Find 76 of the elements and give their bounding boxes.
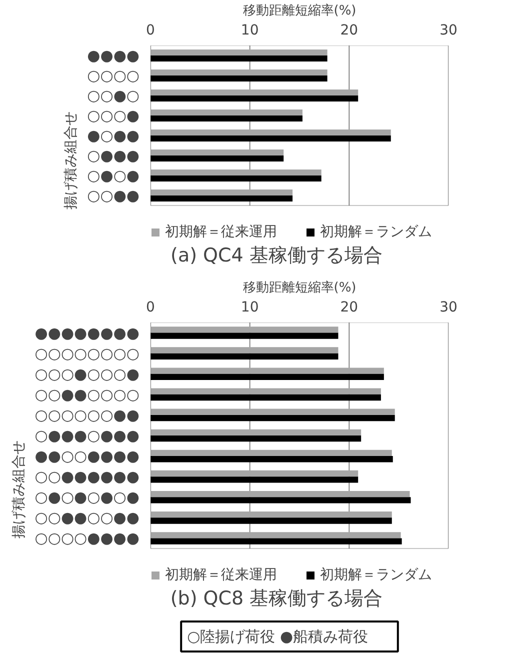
bar [150,116,302,122]
bar [150,532,401,538]
bar [150,90,358,96]
x-tick-label: 20 [340,300,358,316]
y-tick-label: ●●●● [87,46,140,64]
y-axis-title: 揚げ積み組合せ [63,112,80,210]
bar [150,150,284,156]
bar [150,414,395,422]
y-tick-label: ○○●●●●●● [34,468,140,486]
x-tick-label: 10 [240,300,259,316]
y-axis-title: 揚げ積み組合せ [10,440,27,538]
bar [150,70,328,76]
legend-label: 初期解＝ランダム [320,223,432,241]
bar [150,196,293,202]
bar [150,456,393,462]
y-tick-label: ○○○● [87,106,140,124]
bar [150,96,358,102]
y-tick-label: ○●●●○●●● [34,426,140,444]
x-axis-title: 移動距離短縮率(%) [242,280,356,296]
bar [150,470,358,477]
legend-label: 初期解＝従来運用 [165,566,277,584]
bar [150,332,338,339]
bar [150,50,328,56]
y-tick-label: ○○○○○○●● [34,406,140,424]
x-tick-label: 10 [240,22,259,38]
y-tick-label: ○○○●○○○● [34,364,140,383]
bar [150,538,402,544]
x-tick-label: 30 [440,300,458,316]
y-tick-label: ○○●●○○○○ [34,385,140,404]
bar [150,176,322,182]
y-tick-label: ○○○○ [87,66,140,84]
bar [150,476,358,483]
bar [150,326,338,333]
y-tick-label: ●●○○●●●● [34,447,140,466]
bar [150,374,384,380]
legend-label: 初期解＝従来運用 [165,223,277,241]
bar [150,518,392,524]
bar [150,490,410,498]
bar [150,388,381,394]
legend-label: 初期解＝ランダム [320,566,432,584]
bar [150,353,338,360]
bar [150,136,391,142]
bar [150,347,338,354]
y-tick-label: ○○○○●●●● [34,529,140,548]
bar [150,429,362,436]
x-axis-title: 移動距離短縮率(%) [242,2,356,18]
text: (b) QC8 基稼働する場合 [170,588,383,610]
bar [150,408,395,415]
y-tick-label: ●●●●●●●● [34,324,140,342]
x-tick-label: 0 [146,300,155,316]
y-tick-label: ○○●○ [87,86,140,104]
bar [150,56,328,62]
text: ○陸揚げ荷役 ●船積み荷役 [187,628,368,646]
bar [150,497,411,504]
y-tick-label: ○●○● [87,166,140,184]
y-tick-label: ○○○○○○○○ [34,344,140,362]
x-tick-label: 30 [440,22,458,38]
bar [150,436,362,442]
x-tick-label: 0 [146,22,155,38]
x-tick-label: 20 [340,22,358,38]
bar [150,110,302,116]
bar [150,76,328,82]
y-tick-label: ○●●● [87,146,140,164]
y-tick-label: ●○●● [87,126,140,144]
text: (a) QC4 基稼働する場合 [170,244,382,266]
y-tick-label: ○○●●○○●● [34,508,140,527]
bar [150,170,322,176]
bar [150,394,381,401]
y-tick-label: ○●○●○●○● [34,488,140,506]
bar [150,156,284,162]
bar [150,450,392,456]
bar [150,190,293,196]
bar [150,368,384,374]
bar [150,130,391,136]
y-tick-label: ○○●● [87,186,140,204]
bar [150,512,392,518]
